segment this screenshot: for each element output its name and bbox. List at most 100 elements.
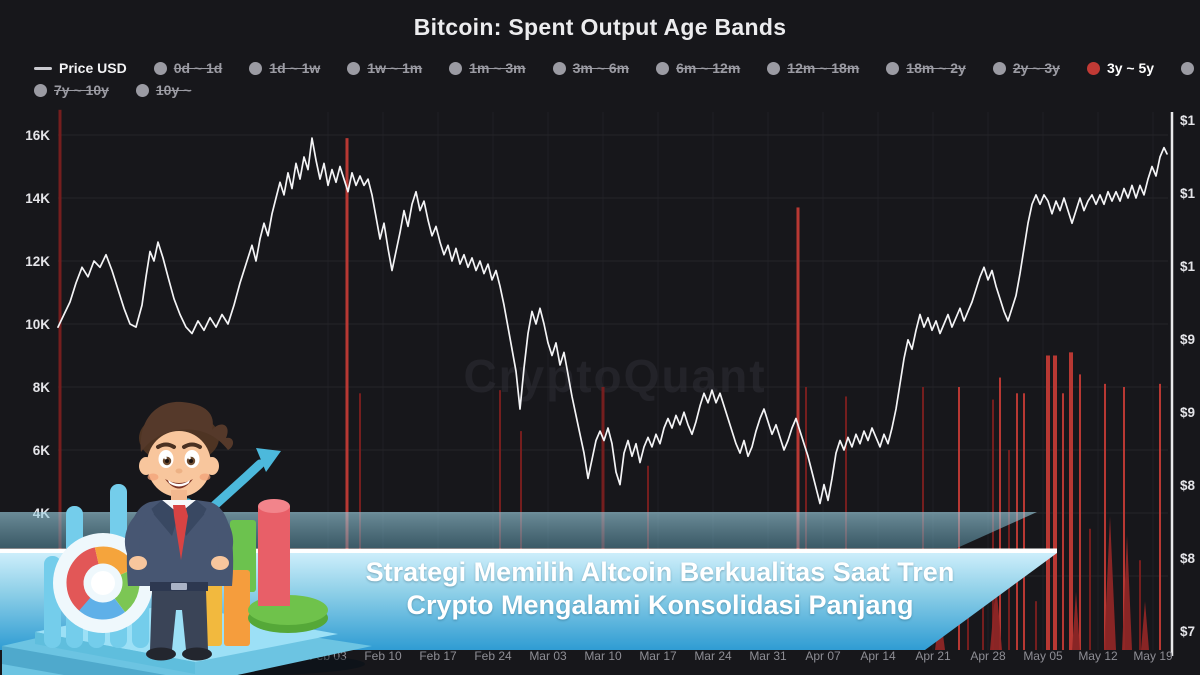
age-band-mound xyxy=(1072,591,1080,650)
age-band-bar xyxy=(1046,355,1050,650)
right-axis-tick-label: $8 xyxy=(1180,478,1196,493)
legend-item-label: 3m ~ 6m xyxy=(572,60,630,76)
legend-item-label: 10y ~ xyxy=(155,82,192,98)
left-axis-tick-label: 14K xyxy=(25,191,50,206)
age-band-bar xyxy=(58,109,62,651)
right-axis-tick-label: $8 xyxy=(1180,551,1196,566)
right-axis-tick-label: $9 xyxy=(1180,332,1195,347)
age-band-bar xyxy=(1089,528,1091,650)
legend-dot-icon xyxy=(1181,61,1195,75)
age-band-bar xyxy=(1104,383,1106,650)
price-line-swatch xyxy=(34,66,52,70)
right-axis-tick-label: $1 xyxy=(1180,186,1196,201)
right-axis-tick-label: $1 xyxy=(1180,113,1196,128)
legend-item-label: 2y ~ 3y xyxy=(1012,60,1060,76)
legend-item-label: 3y ~ 5y xyxy=(1106,60,1155,76)
age-band-bar xyxy=(1123,387,1125,650)
legend-dot-icon xyxy=(552,61,566,75)
legend-item-12m-18m[interactable]: 12m ~ 18m xyxy=(767,60,859,76)
x-axis-date-label: Mar 03 xyxy=(529,649,567,663)
right-axis-tick-label: $7 xyxy=(1180,624,1195,639)
banner-line-1: Strategi Memilih Altcoin Berkualitas Saa… xyxy=(365,557,955,587)
right-axis-tick-label: $1 xyxy=(1180,259,1196,274)
legend-item-7y-10y[interactable]: 7y ~ 10y xyxy=(34,82,109,98)
right-axis-tick-label: $9 xyxy=(1180,405,1195,420)
age-band-bar xyxy=(1139,560,1141,650)
left-axis-tick-label: 8K xyxy=(33,380,51,395)
x-axis-date-label: May 05 xyxy=(1023,649,1063,663)
legend-dot-icon xyxy=(656,61,670,75)
legend-item-label: 1d ~ 1w xyxy=(269,60,321,76)
x-axis-date-label: Mar 17 xyxy=(639,649,677,663)
age-band-mound xyxy=(1104,516,1116,650)
legend-item-10y-[interactable]: 10y ~ xyxy=(135,82,192,98)
x-axis-date-label: Apr 14 xyxy=(860,649,896,663)
age-band-bar xyxy=(796,207,800,650)
legend-item-2y-3y[interactable]: 2y ~ 3y xyxy=(992,60,1060,76)
x-axis-date-label: Mar 31 xyxy=(749,649,787,663)
legend-dot-icon xyxy=(135,83,149,97)
age-band-bar xyxy=(345,138,349,650)
legend-dot-icon xyxy=(153,61,167,75)
legend-item-label: 7y ~ 10y xyxy=(54,82,109,98)
legend-item-18m-2y[interactable]: 18m ~ 2y xyxy=(886,60,966,76)
age-band-mound xyxy=(1122,535,1132,650)
legend-item-label: 1w ~ 1m xyxy=(367,60,423,76)
age-band-bar xyxy=(1079,374,1081,650)
legend-dot-icon xyxy=(34,83,47,97)
legend-item-0d-1d[interactable]: 0d ~ 1d xyxy=(153,60,223,76)
age-band-bar xyxy=(1035,601,1037,650)
banner-line-2: Crypto Mengalami Konsolidasi Panjang xyxy=(406,590,914,620)
legend-row-1: Price USD 0d ~ 1d 1d ~ 1w 1w ~ 1m 1m ~ 3m 3m … xyxy=(34,57,1200,79)
age-band-bar xyxy=(1023,393,1025,650)
platform-base-edge xyxy=(2,646,166,675)
legend-dot-icon xyxy=(886,61,900,75)
legend-dot-icon xyxy=(347,61,361,75)
x-axis-date-label: Apr 07 xyxy=(805,649,841,663)
x-axis-date-label: Mar 24 xyxy=(694,649,732,663)
legend-item-1m-3m[interactable]: 1m ~ 3m xyxy=(449,60,526,76)
x-axis-date-label: Feb 24 xyxy=(474,649,512,663)
legend-dot-icon xyxy=(992,61,1006,75)
age-band-bar xyxy=(1159,383,1161,650)
legend-item-6m-12m[interactable]: 6m ~ 12m xyxy=(656,60,740,76)
legend-item-price-usd[interactable]: Price USD xyxy=(34,60,127,76)
x-axis-date-label: Feb 10 xyxy=(364,649,402,663)
legend-item-1w-1m[interactable]: 1w ~ 1m xyxy=(347,60,422,76)
price-usd-line xyxy=(57,137,1168,505)
x-axis-date-label: May 19 xyxy=(1133,649,1173,663)
left-axis-tick-label: 10K xyxy=(25,317,50,332)
legend-row-2: 7y ~ 10y 10y ~ xyxy=(34,79,1200,101)
legend-item-label: 6m ~ 12m xyxy=(676,60,741,76)
legend-dot-icon xyxy=(1086,61,1100,75)
legend-dot-icon xyxy=(767,61,781,75)
x-axis-date-label: Mar 10 xyxy=(584,649,622,663)
legend-item-1d-1w[interactable]: 1d ~ 1w xyxy=(249,60,320,76)
legend-dot-icon xyxy=(449,61,463,75)
legend-dot-icon xyxy=(249,61,263,75)
left-axis-tick-label: 12K xyxy=(25,254,50,269)
x-axis-date-label: Apr 21 xyxy=(915,649,951,663)
legend-item-label: 0d ~ 1d xyxy=(173,60,223,76)
legend-item-label: 12m ~ 18m xyxy=(787,60,860,76)
age-band-mound xyxy=(1141,601,1149,650)
x-axis-date-label: Apr 28 xyxy=(970,649,1006,663)
legend-item-5y-7y[interactable]: 5y ~ 7y xyxy=(1181,60,1200,76)
left-axis-tick-label: 16K xyxy=(25,128,50,143)
x-axis-date-label: Feb 17 xyxy=(419,649,457,663)
legend-item-3m-6m[interactable]: 3m ~ 6m xyxy=(552,60,630,76)
left-axis-tick-label: 6K xyxy=(33,443,51,458)
chart-title: Bitcoin: Spent Output Age Bands xyxy=(413,14,787,40)
age-band-bar xyxy=(1053,355,1057,650)
legend-item-label: 1m ~ 3m xyxy=(469,60,526,76)
legend-item-label: Price USD xyxy=(59,60,127,76)
legend: Price USD 0d ~ 1d 1d ~ 1w 1w ~ 1m 1m ~ 3m 3m … xyxy=(34,57,1200,101)
mascot-illustration xyxy=(2,401,372,675)
age-band-bar xyxy=(1062,393,1064,650)
banner-text: Strategi Memilih Altcoin Berkualitas Saa… xyxy=(300,556,1020,622)
x-axis-date-label: May 12 xyxy=(1078,649,1118,663)
legend-item-3y-5y[interactable]: 3y ~ 5y xyxy=(1086,60,1155,76)
legend-item-label: 18m ~ 2y xyxy=(906,60,966,76)
age-band-bar xyxy=(1069,352,1073,650)
